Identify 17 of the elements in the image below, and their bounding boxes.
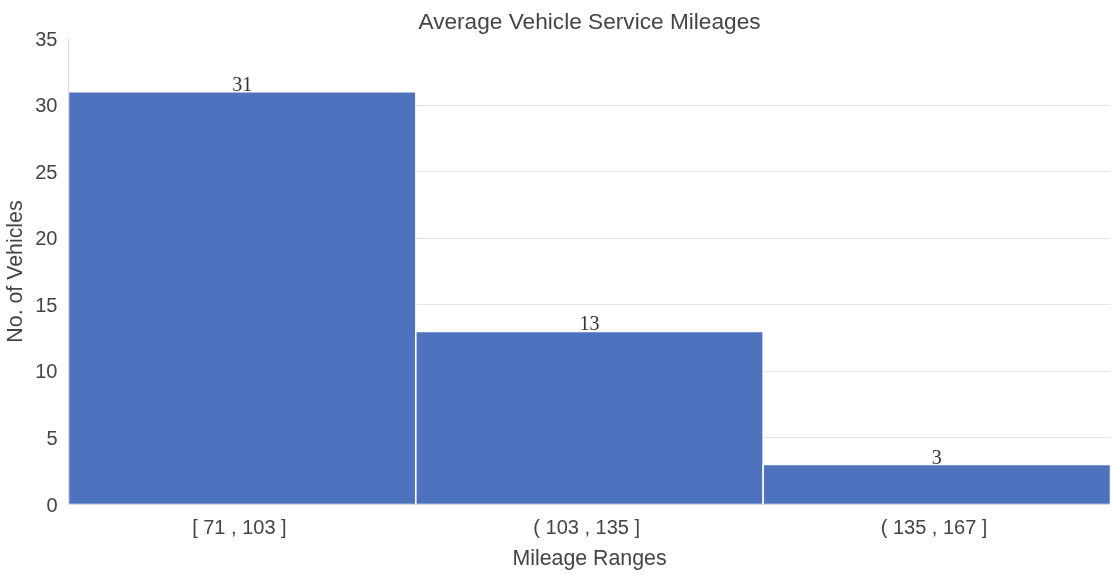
- y-axis-title: No. of Vehicles: [3, 200, 28, 343]
- y-tick-label: 10: [35, 360, 58, 383]
- x-tick-label: ( 135 , 167 ]: [880, 515, 988, 538]
- x-tick-label: [ 71 , 103 ]: [192, 515, 287, 538]
- y-tick-label: 15: [35, 293, 58, 316]
- x-tick-label: ( 103 , 135 ]: [533, 515, 641, 538]
- y-tick-label: 20: [35, 227, 58, 250]
- chart-title: Average Vehicle Service Mileages: [418, 7, 761, 34]
- data-label: 31: [232, 72, 253, 95]
- y-tick-label: 35: [35, 27, 58, 50]
- y-tick-label: 25: [35, 160, 58, 183]
- y-tick-label: 5: [46, 426, 58, 449]
- y-tick-label: 0: [46, 493, 58, 516]
- data-label: 13: [579, 312, 600, 335]
- y-tick-label: 30: [35, 94, 58, 117]
- x-axis-title: Mileage Ranges: [512, 545, 667, 570]
- data-label: 3: [931, 445, 942, 468]
